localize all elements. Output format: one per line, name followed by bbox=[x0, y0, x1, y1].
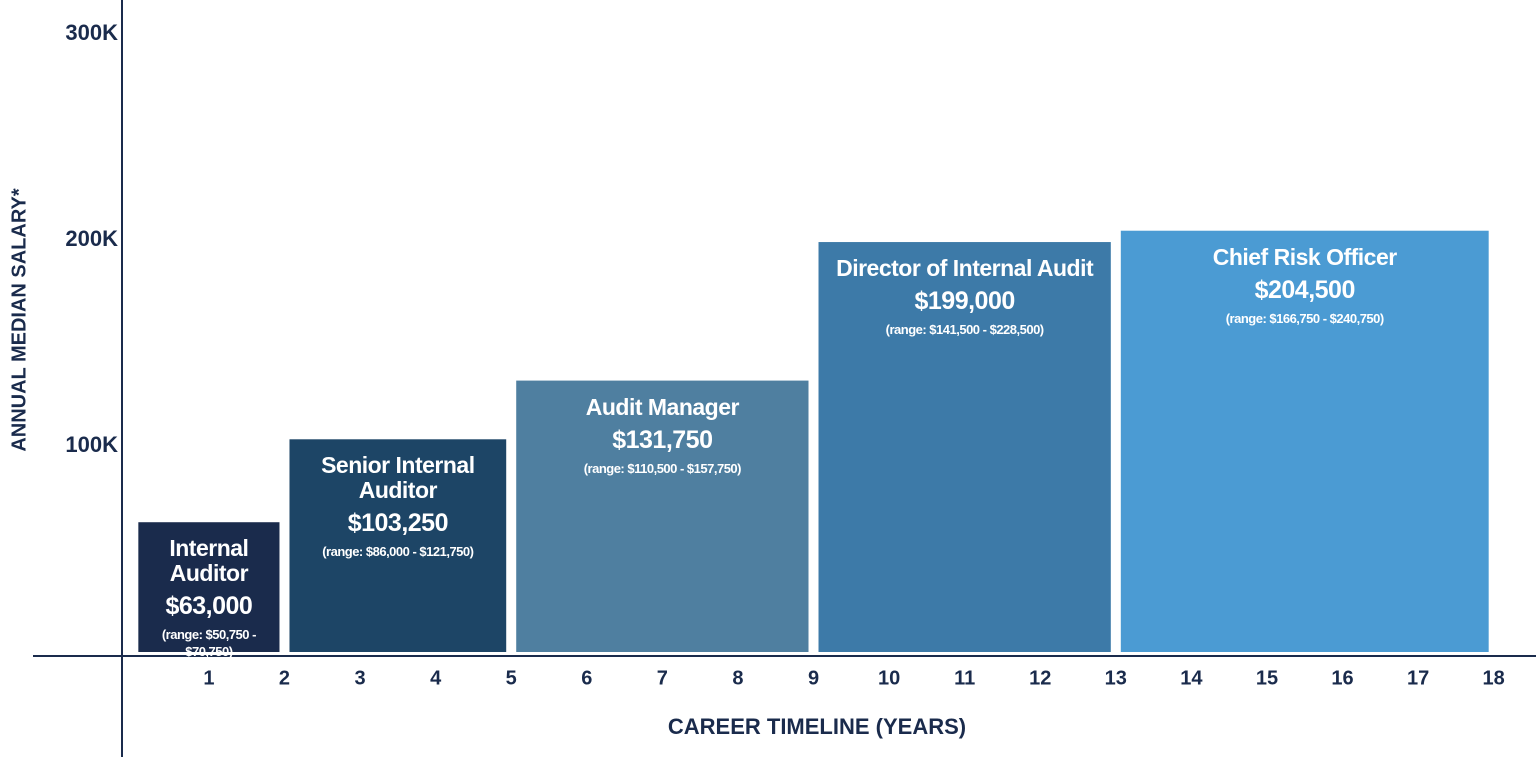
value-label: $199,000 bbox=[914, 287, 1016, 316]
bar bbox=[818, 242, 1111, 652]
y-tick-label: 200K bbox=[65, 226, 118, 251]
y-tick-label: 100K bbox=[65, 432, 118, 457]
x-tick-label: 4 bbox=[430, 667, 442, 689]
role-name: Director of Internal Audit bbox=[836, 255, 1094, 282]
bar-label: Audit Manager $131,750 (range: $110,500 - … bbox=[516, 393, 808, 477]
bar bbox=[138, 522, 280, 652]
y-axis-title: ANNUAL MEDIAN SALARY* bbox=[8, 188, 30, 452]
bar-label: Chief Risk Officer $204,500 (range: $166,7… bbox=[1121, 243, 1489, 327]
x-tick-label: 5 bbox=[506, 667, 517, 689]
x-tick-label: 14 bbox=[1180, 667, 1203, 689]
x-tick-label: 7 bbox=[657, 667, 668, 689]
x-tick-label: 13 bbox=[1105, 667, 1127, 689]
x-tick-label: 2 bbox=[279, 667, 290, 689]
value-label: $131,750 bbox=[612, 425, 713, 454]
value-label: $63,000 bbox=[165, 592, 253, 621]
x-tick-label: 18 bbox=[1483, 667, 1505, 689]
range-label: (range: $110,500 - $157,750) bbox=[583, 460, 742, 476]
x-tick-label: 12 bbox=[1029, 667, 1051, 689]
x-tick-label: 17 bbox=[1407, 667, 1429, 689]
bar-label: Senior Internal Auditor $103,250 (range: $… bbox=[289, 453, 506, 560]
range-label: (range: $86,000 - $121,750) bbox=[322, 544, 474, 560]
x-tick-label: 8 bbox=[732, 667, 743, 689]
x-axis-title: CAREER TIMELINE (YEARS) bbox=[668, 714, 966, 739]
x-tick-label: 15 bbox=[1256, 667, 1278, 689]
y-tick-label: 300K bbox=[65, 20, 118, 45]
range-label: (range: $50,750 - $70,750) bbox=[161, 627, 257, 660]
role-name: Senior Internal Auditor bbox=[321, 452, 475, 504]
bar bbox=[516, 380, 809, 652]
role-name: Internal Auditor bbox=[169, 535, 249, 587]
x-tick-label: 3 bbox=[354, 667, 365, 689]
bar-label: Internal Auditor $63,000 (range: $50,750 -… bbox=[138, 536, 279, 660]
range-label: (range: $141,500 - $228,500) bbox=[885, 322, 1045, 338]
bar-label: Director of Internal Audit $199,000 (range… bbox=[819, 256, 1111, 338]
role-name: Chief Risk Officer bbox=[1212, 243, 1397, 270]
x-tick-label: 11 bbox=[954, 667, 975, 689]
bar bbox=[1120, 230, 1489, 652]
role-name: Audit Manager bbox=[585, 393, 740, 420]
x-tick-label: 10 bbox=[878, 667, 900, 689]
bar bbox=[289, 439, 507, 652]
x-tick-label: 6 bbox=[581, 667, 592, 689]
range-label: (range: $166,750 - $240,750) bbox=[1225, 310, 1384, 326]
value-label: $204,500 bbox=[1254, 275, 1356, 304]
x-tick-label: 1 bbox=[203, 667, 214, 689]
x-tick-label: 16 bbox=[1331, 667, 1353, 689]
value-label: $103,250 bbox=[347, 509, 449, 538]
x-tick-label: 9 bbox=[808, 667, 819, 689]
